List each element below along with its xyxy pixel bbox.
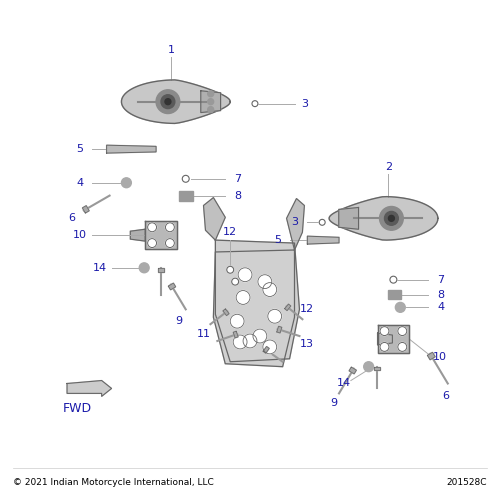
- Circle shape: [398, 326, 406, 336]
- Circle shape: [233, 335, 247, 349]
- Polygon shape: [349, 367, 356, 374]
- Circle shape: [165, 98, 171, 104]
- Text: 6: 6: [442, 392, 450, 402]
- Polygon shape: [122, 80, 230, 124]
- Text: 5: 5: [76, 144, 84, 154]
- Polygon shape: [374, 366, 380, 370]
- Polygon shape: [388, 290, 402, 300]
- Polygon shape: [106, 145, 156, 153]
- Circle shape: [148, 223, 156, 232]
- Text: FWD: FWD: [62, 402, 92, 414]
- Circle shape: [139, 263, 149, 272]
- Text: 14: 14: [337, 378, 351, 388]
- Circle shape: [122, 178, 132, 188]
- Circle shape: [263, 340, 276, 354]
- Polygon shape: [82, 206, 89, 213]
- Polygon shape: [67, 380, 112, 396]
- Circle shape: [258, 274, 272, 288]
- Polygon shape: [378, 333, 392, 345]
- Polygon shape: [130, 229, 145, 241]
- Circle shape: [230, 314, 244, 328]
- Polygon shape: [286, 198, 304, 250]
- Polygon shape: [158, 268, 164, 272]
- Polygon shape: [216, 240, 300, 362]
- Circle shape: [148, 238, 156, 248]
- Text: 3: 3: [301, 98, 308, 108]
- Polygon shape: [179, 190, 192, 200]
- Text: 12: 12: [300, 304, 314, 314]
- Polygon shape: [168, 283, 175, 290]
- Text: 3: 3: [291, 218, 298, 228]
- Text: 8: 8: [438, 290, 444, 300]
- Circle shape: [236, 290, 250, 304]
- Circle shape: [182, 176, 189, 182]
- Circle shape: [156, 90, 180, 114]
- Text: 11: 11: [196, 329, 210, 339]
- Text: 10: 10: [433, 352, 447, 362]
- Polygon shape: [428, 352, 435, 360]
- Text: 7: 7: [438, 274, 444, 284]
- Circle shape: [380, 342, 389, 351]
- Text: 2: 2: [385, 162, 392, 172]
- Circle shape: [384, 212, 398, 226]
- Circle shape: [388, 216, 394, 222]
- Circle shape: [166, 238, 174, 248]
- Circle shape: [268, 310, 281, 323]
- Text: 201528C: 201528C: [447, 478, 488, 487]
- Circle shape: [380, 206, 404, 230]
- Circle shape: [208, 91, 214, 96]
- Circle shape: [396, 302, 406, 312]
- Text: 7: 7: [234, 174, 242, 184]
- Text: 5: 5: [274, 235, 281, 245]
- Polygon shape: [339, 208, 358, 229]
- Polygon shape: [214, 250, 294, 366]
- Circle shape: [252, 100, 258, 106]
- Circle shape: [390, 276, 397, 283]
- Text: 6: 6: [68, 214, 75, 224]
- Circle shape: [208, 106, 214, 112]
- Polygon shape: [145, 222, 177, 249]
- Circle shape: [319, 220, 325, 226]
- Text: 4: 4: [76, 178, 84, 188]
- Circle shape: [227, 266, 234, 273]
- Polygon shape: [201, 91, 220, 112]
- Circle shape: [238, 268, 252, 281]
- Polygon shape: [204, 198, 226, 240]
- Circle shape: [161, 94, 175, 108]
- Text: 10: 10: [73, 230, 87, 240]
- Circle shape: [208, 98, 214, 104]
- Text: 9: 9: [175, 316, 182, 326]
- Polygon shape: [284, 304, 291, 310]
- Polygon shape: [378, 325, 409, 353]
- Polygon shape: [233, 332, 238, 338]
- Polygon shape: [308, 236, 339, 244]
- Text: © 2021 Indian Motorcycle International, LLC: © 2021 Indian Motorcycle International, …: [12, 478, 213, 487]
- Text: 1: 1: [168, 45, 174, 55]
- Circle shape: [232, 278, 238, 285]
- Polygon shape: [329, 196, 438, 240]
- Text: 13: 13: [300, 339, 314, 349]
- Polygon shape: [277, 326, 282, 333]
- Circle shape: [243, 334, 257, 348]
- Polygon shape: [263, 346, 269, 353]
- Circle shape: [253, 329, 267, 343]
- Text: 9: 9: [330, 398, 338, 408]
- Circle shape: [364, 362, 374, 372]
- Text: 14: 14: [92, 263, 107, 273]
- Text: 8: 8: [234, 190, 242, 200]
- Text: 12: 12: [223, 227, 238, 237]
- Circle shape: [166, 223, 174, 232]
- Text: 4: 4: [438, 302, 444, 312]
- Circle shape: [263, 282, 276, 296]
- Circle shape: [398, 342, 406, 351]
- Polygon shape: [223, 309, 229, 316]
- Circle shape: [380, 326, 389, 336]
